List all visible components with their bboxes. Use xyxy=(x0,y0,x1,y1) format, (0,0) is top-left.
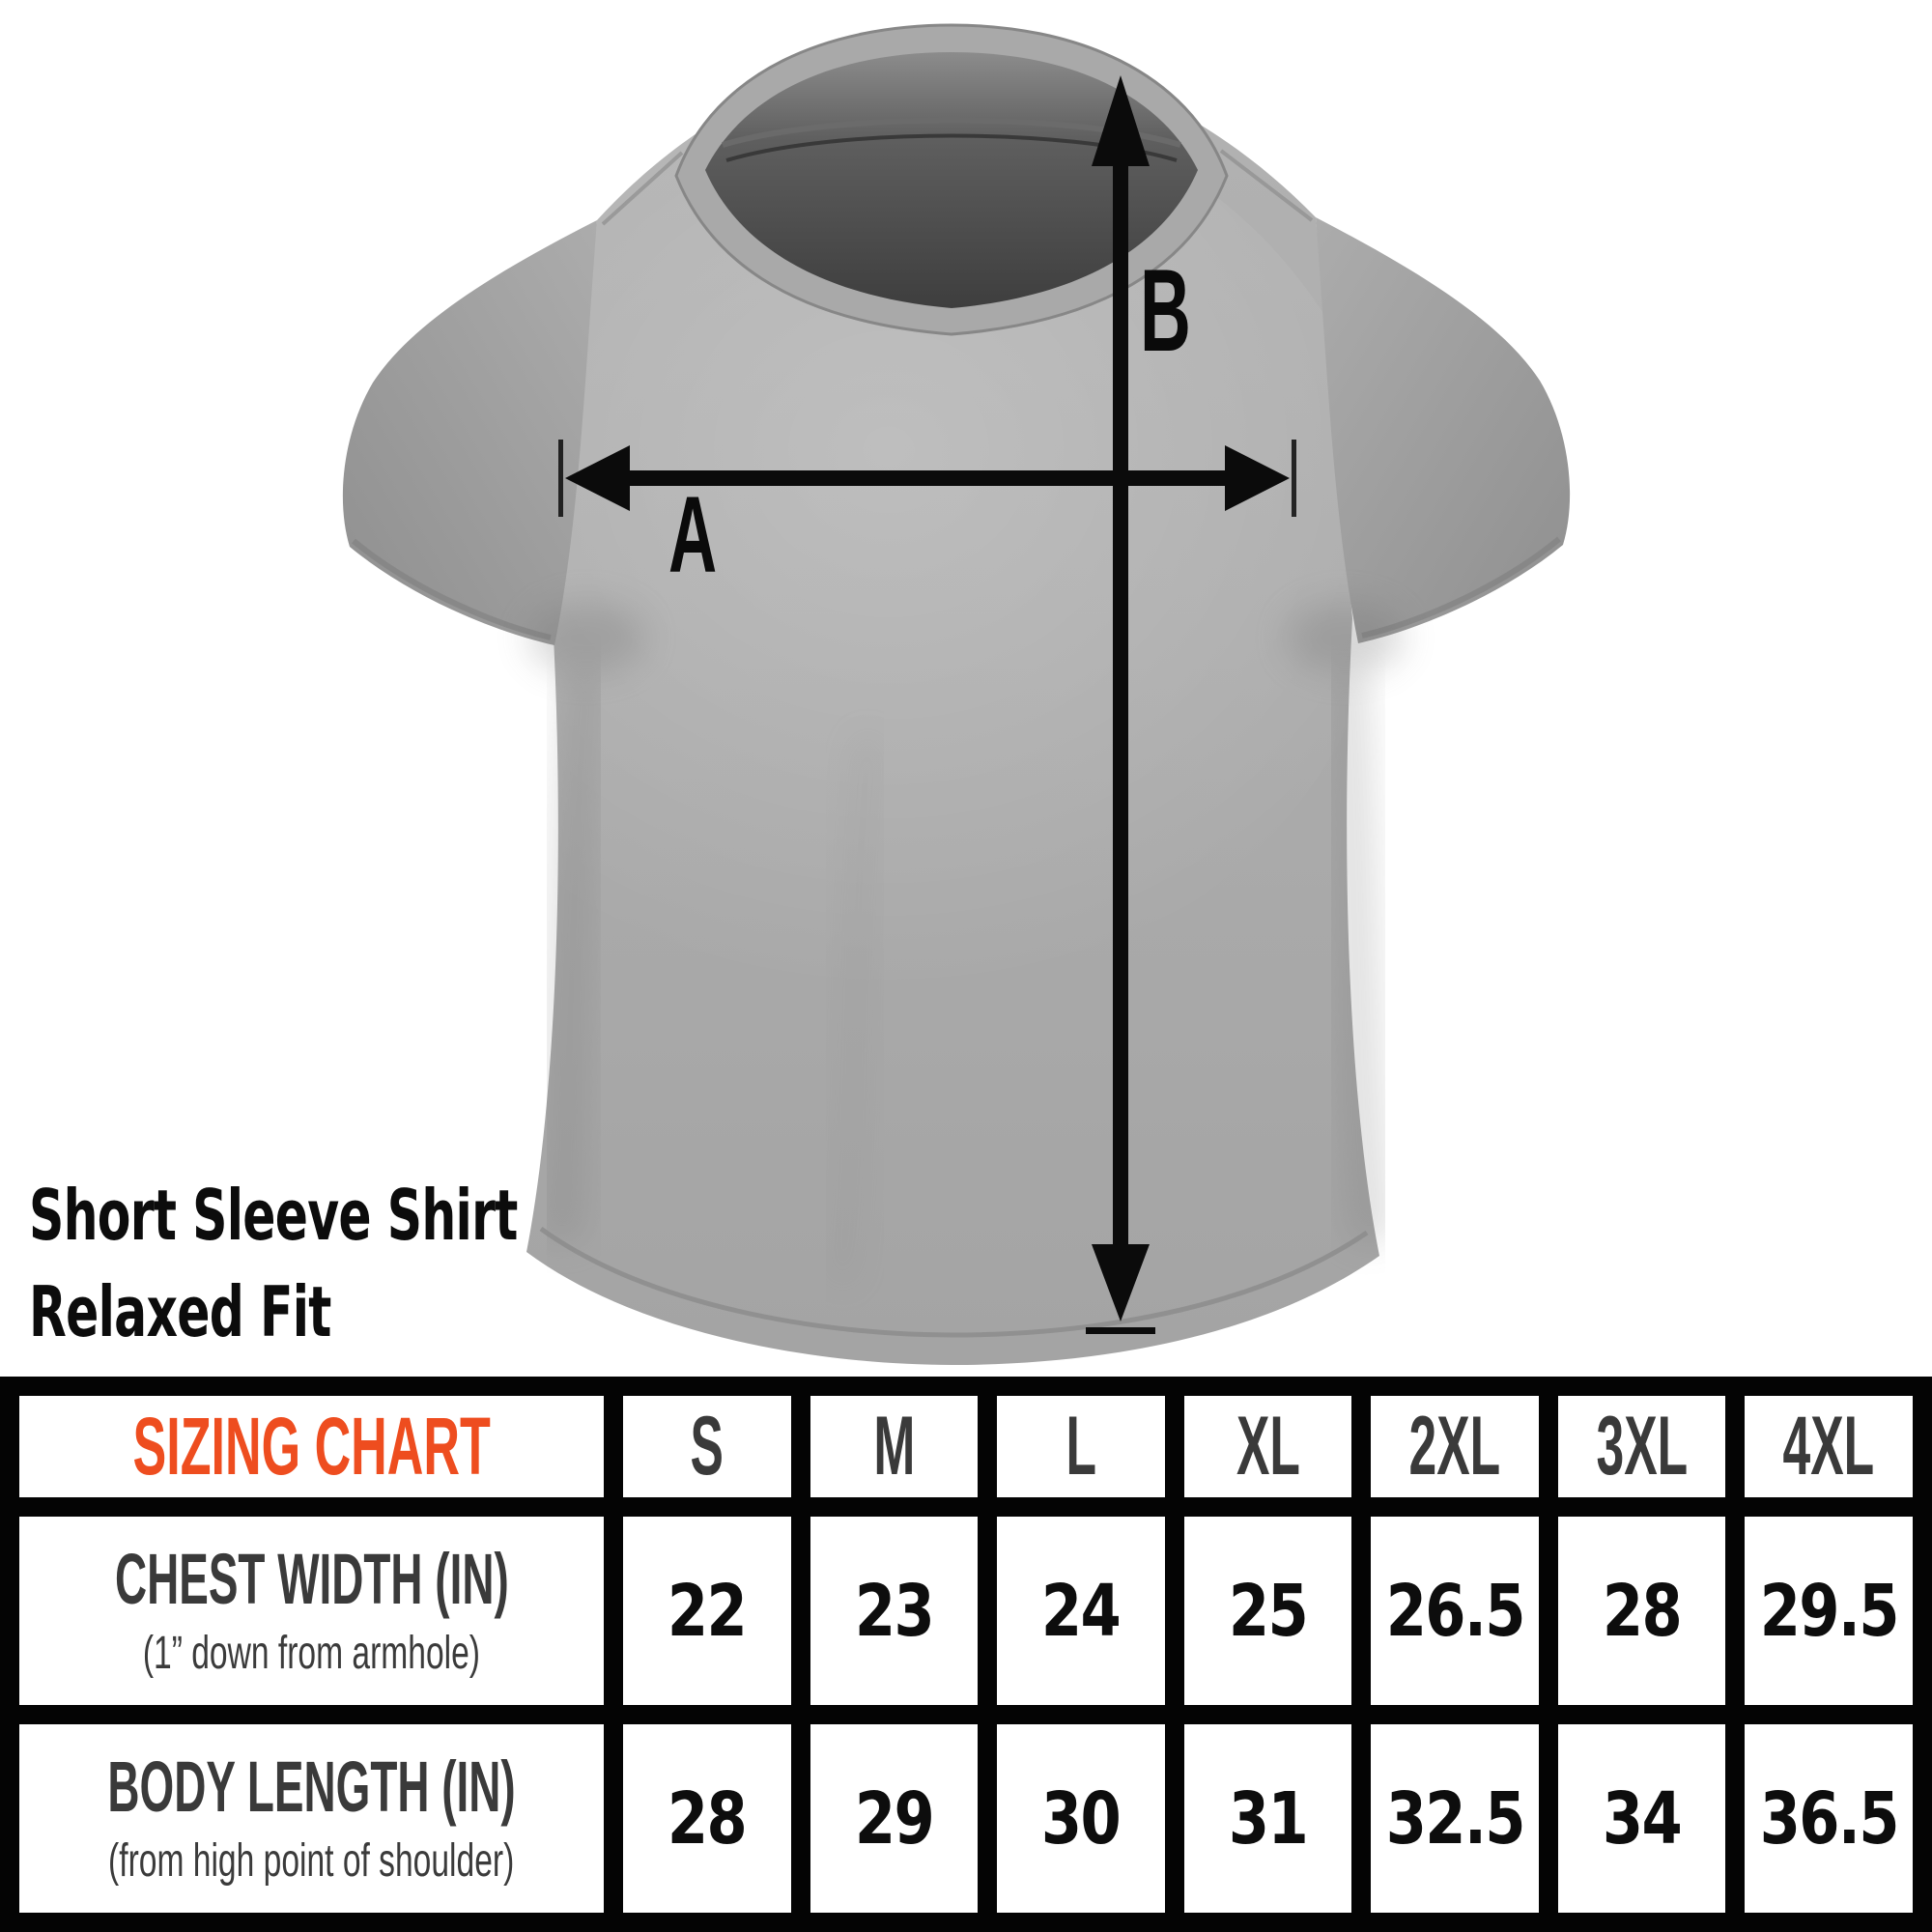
product-title: Short Sleeve Shirt Relaxed Fit xyxy=(29,1167,726,1360)
tshirt-body-highlight xyxy=(386,87,1391,995)
fold-shadow-left xyxy=(538,665,610,1244)
size-header-3xl: 3XL xyxy=(1557,1396,1726,1497)
hem-stitch-line xyxy=(539,1226,1369,1338)
sizing-table-header-cell: SIZING CHART xyxy=(19,1396,604,1497)
chest-arrow-tick-right xyxy=(1292,440,1296,517)
measure-label-a: A xyxy=(668,474,718,595)
body-length-value-2xl: 32.5 xyxy=(1371,1724,1539,1913)
body-length-arrow xyxy=(1086,75,1155,1334)
fold-crease-center xyxy=(826,732,884,1287)
body-length-value-xl: 31 xyxy=(1183,1724,1352,1913)
chest-width-arrow xyxy=(558,440,1296,517)
shoulder-seam-left xyxy=(601,151,684,226)
chest-width-note: (1” down from armhole) xyxy=(142,1627,481,1679)
shoulder-seam-right xyxy=(1219,149,1314,222)
chest-width-value-4xl: 29.5 xyxy=(1745,1517,1913,1705)
size-header-l: L xyxy=(997,1396,1165,1497)
body-length-value-3xl: 34 xyxy=(1557,1724,1726,1913)
body-length-value-l: 30 xyxy=(997,1724,1165,1913)
product-title-line1: Short Sleeve Shirt xyxy=(29,1175,518,1256)
collar-inner xyxy=(705,52,1198,308)
body-length-value-m: 29 xyxy=(810,1724,979,1913)
chest-width-value-2xl: 26.5 xyxy=(1371,1517,1539,1705)
underarm-shadow-right xyxy=(1287,603,1403,672)
sizing-chart-title: SIZING CHART xyxy=(132,1401,491,1492)
fold-shadow-right xyxy=(1322,665,1394,1245)
chest-width-value-m: 23 xyxy=(810,1517,979,1705)
body-length-value-4xl: 36.5 xyxy=(1745,1724,1913,1913)
sizing-table: SIZING CHART S M L XL 2XL 3XL 4XL CHEST … xyxy=(0,1377,1932,1932)
chest-width-value-l: 24 xyxy=(997,1517,1165,1705)
tshirt-sleeve-right xyxy=(1316,217,1571,643)
size-header-xl: XL xyxy=(1183,1396,1352,1497)
body-length-label: BODY LENGTH (IN) xyxy=(107,1747,516,1828)
chest-width-value-xl: 25 xyxy=(1183,1517,1352,1705)
chest-arrow-tick-left xyxy=(558,440,563,517)
tshirt-sleeve-left xyxy=(342,220,597,645)
body-arrow-end-tick xyxy=(1086,1327,1155,1334)
chest-width-label: CHEST WIDTH (IN) xyxy=(114,1539,509,1620)
size-header-s: S xyxy=(623,1396,791,1497)
underarm-shadow-left xyxy=(529,603,645,672)
size-header-2xl: 2XL xyxy=(1371,1396,1539,1497)
chest-width-label-cell: CHEST WIDTH (IN) (1” down from armhole) xyxy=(19,1517,604,1705)
body-length-value-s: 28 xyxy=(623,1724,791,1913)
tshirt-image xyxy=(342,23,1571,1365)
size-header-m: M xyxy=(810,1396,979,1497)
body-length-label-cell: BODY LENGTH (IN) (from high point of sho… xyxy=(19,1724,604,1913)
measure-label-b: B xyxy=(1140,244,1191,376)
chest-width-value-s: 22 xyxy=(623,1517,791,1705)
body-length-note: (from high point of shoulder) xyxy=(108,1834,515,1887)
chest-width-value-3xl: 28 xyxy=(1557,1517,1726,1705)
size-header-4xl: 4XL xyxy=(1745,1396,1913,1497)
product-title-line2: Relaxed Fit xyxy=(29,1271,331,1352)
